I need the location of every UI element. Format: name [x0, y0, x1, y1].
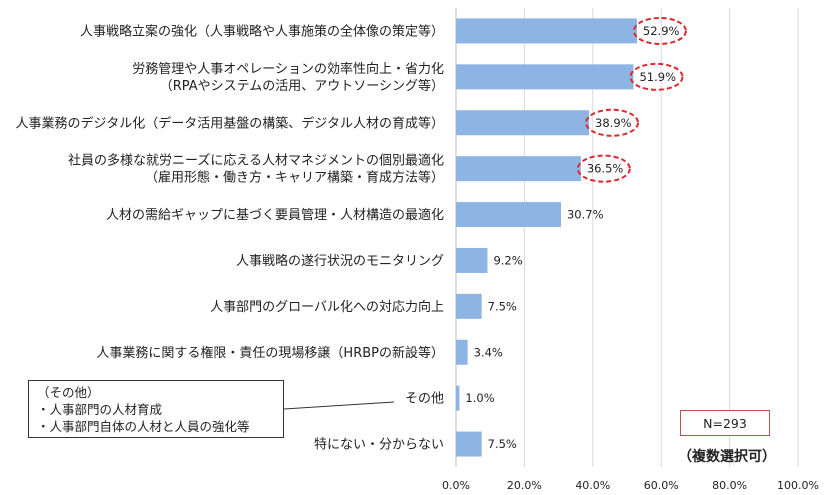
- category-label: 人事業務に関する権限・責任の現場移譲（HRBPの新設等）: [96, 345, 444, 361]
- note-connector-line: [283, 401, 395, 410]
- bar: [456, 339, 468, 365]
- bar: [456, 293, 482, 319]
- highlight-ellipse: [632, 16, 687, 45]
- bar: [456, 385, 460, 411]
- bar: [456, 247, 488, 273]
- bar: [456, 64, 634, 90]
- category-label: 社員の多様な就労ニーズに応える人材マネジメントの個別最適化（雇用形態・働き方・キ…: [68, 153, 444, 186]
- value-label: 1.0%: [465, 391, 494, 405]
- x-tick-label: 0.0%: [442, 479, 470, 492]
- note-line: ・人事部門自体の人材と人員の強化等: [37, 419, 250, 434]
- sample-size-box: N=293: [680, 410, 770, 436]
- category-label: 労務管理や人事オペレーションの効率性向上・省力化（RPAやシステムの活用、アウト…: [132, 61, 444, 94]
- bars: [456, 18, 637, 457]
- category-label: 人事戦略立案の強化（人事戦略や人事施策の全体像の策定等）: [80, 23, 444, 39]
- x-tick-label: 60.0%: [644, 479, 679, 492]
- category-labels: 人事戦略立案の強化（人事戦略や人事施策の全体像の策定等） 労務管理や人事オペレーシ…: [16, 23, 444, 452]
- x-tick-label: 20.0%: [507, 479, 542, 492]
- bar: [456, 18, 637, 44]
- value-label: 36.5%: [587, 162, 624, 176]
- x-axis-ticks: 0.0% 20.0% 40.0% 60.0% 80.0% 100.0%: [442, 479, 819, 492]
- x-tick-label: 100.0%: [777, 479, 819, 492]
- multiple-choice-note: （複数選択可）: [678, 449, 776, 465]
- highlight-ellipse: [629, 62, 684, 91]
- value-label: 52.9%: [643, 24, 680, 38]
- category-label: 人事業務のデジタル化（データ活用基盤の構築、デジタル人材の育成等）: [16, 115, 444, 131]
- category-label: 特にない・分からない: [314, 438, 444, 453]
- bar: [456, 431, 482, 457]
- value-label: 51.9%: [639, 70, 676, 84]
- value-label: 30.7%: [567, 208, 604, 222]
- bar: [456, 202, 561, 228]
- x-tick-label: 80.0%: [712, 479, 747, 492]
- highlight-ellipse: [576, 154, 631, 183]
- value-label: 3.4%: [474, 345, 503, 359]
- sample-size-label: N=293: [703, 415, 747, 431]
- category-label: その他: [405, 392, 444, 407]
- x-tick-label: 40.0%: [575, 479, 610, 492]
- value-label: 38.9%: [595, 116, 632, 130]
- value-label: 7.5%: [488, 299, 517, 313]
- bar: [456, 156, 581, 182]
- value-label: 9.2%: [493, 253, 522, 267]
- category-label: 人事部門のグローバル化への対応力向上: [210, 299, 444, 315]
- value-labels: 52.9% 51.9% 38.9% 36.5% 30.7% 9.2% 7.5% 3.4% 1.0…: [465, 16, 687, 451]
- highlight-ellipse: [585, 108, 640, 137]
- category-label: 人事戦略の遂行状況のモニタリング: [236, 253, 444, 269]
- note-line: （その他）: [37, 385, 100, 400]
- category-label: 人材の需給ギャップに基づく要員管理・人材構造の最適化: [106, 207, 444, 223]
- other-responses-note: （その他） ・人事部門の人材育成 ・人事部門自体の人材と人員の強化等: [28, 380, 284, 438]
- value-label: 7.5%: [488, 437, 517, 451]
- bar: [456, 110, 590, 136]
- note-line: ・人事部門の人材育成: [37, 402, 163, 417]
